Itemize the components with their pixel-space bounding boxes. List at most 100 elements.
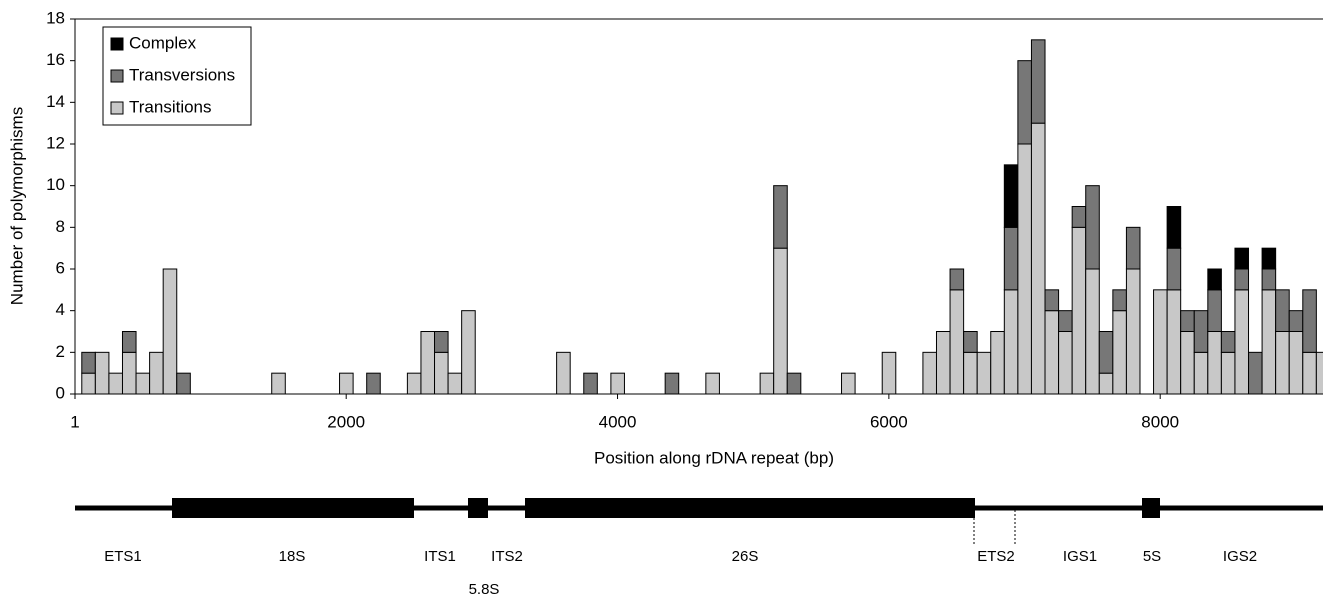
bar-segment: [1003, 226, 1019, 291]
bar-segment: [773, 247, 788, 395]
x-tick-label: 1: [70, 412, 79, 431]
region-label: 26S: [732, 548, 759, 565]
bar-segment: [1261, 289, 1277, 395]
y-tick-label: 0: [56, 383, 65, 402]
bar-segment: [1302, 289, 1317, 353]
bar-segment: [1207, 331, 1222, 395]
bar-segment: [935, 331, 951, 395]
bar-segment: [841, 372, 856, 395]
legend-label: Transversions: [129, 65, 235, 84]
bar-segment: [1166, 289, 1182, 395]
region-label: IGS2: [1223, 548, 1257, 565]
legend-label: Transitions: [129, 97, 212, 116]
bar-segment: [949, 289, 965, 395]
x-tick-label: 4000: [599, 412, 637, 431]
bar-segment: [1058, 310, 1073, 332]
region-label: 18S: [279, 548, 306, 565]
plot: [81, 39, 1323, 395]
legend-label: Complex: [129, 33, 197, 52]
bar-segment: [759, 372, 775, 395]
bar-segment: [149, 351, 164, 395]
region-label: 5S: [1143, 548, 1161, 565]
bar-segment: [434, 331, 449, 353]
bar-segment: [1275, 331, 1290, 395]
bar-segment: [121, 351, 137, 395]
bar-segment: [786, 372, 802, 395]
bar-segment: [1003, 164, 1019, 228]
bar-segment: [773, 185, 788, 249]
bar-segment: [1180, 310, 1195, 332]
bar-segment: [420, 331, 436, 395]
legend-swatch: [110, 101, 124, 115]
bar-segment: [1030, 39, 1046, 124]
bar-segment: [990, 331, 1005, 395]
legend-swatch: [110, 37, 124, 51]
bar-segment: [1098, 331, 1114, 374]
region-label: ETS1: [104, 548, 142, 565]
bar-segment: [1058, 331, 1073, 395]
bar-segment: [881, 351, 897, 395]
bar-segment: [1153, 289, 1168, 395]
bar-segment: [406, 372, 422, 395]
region-label: ITS1: [424, 548, 456, 565]
bar-segment: [1112, 310, 1127, 395]
bar-segment: [1288, 310, 1304, 332]
legend-box: [102, 26, 252, 126]
region-box: [1142, 498, 1160, 518]
region-box: [468, 498, 488, 518]
bar-segment: [108, 372, 123, 395]
bar-segment: [1275, 289, 1290, 333]
region-label: ITS2: [491, 548, 523, 565]
region-label: 5.8S: [469, 581, 500, 596]
gene-map: [75, 498, 1323, 545]
bar-segment: [1098, 372, 1114, 395]
bar-segment: [447, 372, 463, 395]
bar-segment: [1302, 351, 1317, 395]
bar-segment: [1017, 60, 1032, 145]
bar-segment: [1017, 143, 1032, 395]
bar-segment: [1030, 122, 1046, 395]
region-label: ETS2: [977, 548, 1015, 565]
y-axis-title: Number of polymorphisms: [7, 107, 26, 305]
y-tick-label: 6: [56, 258, 65, 277]
y-tick-label: 2: [56, 342, 65, 361]
region-label: IGS1: [1063, 548, 1097, 565]
bar-segment: [610, 372, 625, 395]
legend: Complex Transversions Transitions: [102, 26, 252, 126]
bar-segment: [1220, 351, 1236, 395]
bar-segment: [1207, 289, 1222, 333]
bar-segment: [461, 310, 476, 395]
y-tick-label: 8: [56, 217, 65, 236]
bar-segment: [963, 351, 978, 395]
bar-segment: [271, 372, 286, 395]
bar-segment: [366, 372, 381, 395]
bar-segment: [1112, 289, 1127, 312]
x-tick-label: 2000: [327, 412, 365, 431]
x-axis-title: Position along rDNA repeat (bp): [594, 448, 834, 467]
bar-segment: [556, 351, 571, 395]
bar-segment: [583, 372, 598, 395]
region-box: [525, 498, 975, 518]
bar-segment: [1125, 268, 1141, 395]
bar-segment: [1071, 226, 1087, 395]
y-tick-label: 14: [46, 92, 65, 111]
bar-segment: [1234, 289, 1250, 395]
y-tick-label: 12: [46, 133, 65, 152]
bar-segment: [1166, 206, 1182, 249]
bar-segment: [1220, 331, 1236, 353]
bar-segment: [1288, 331, 1304, 395]
y-tick-label: 16: [46, 50, 65, 69]
bar-segment: [664, 372, 680, 395]
y-tick-label: 4: [56, 300, 65, 319]
bar-segment: [1085, 268, 1100, 395]
bar-segment: [162, 268, 178, 395]
bar-segment: [121, 331, 137, 353]
y-tick-label: 10: [46, 175, 65, 194]
bar-segment: [949, 268, 965, 291]
x-tick-label: 8000: [1141, 412, 1179, 431]
x-tick-label: 6000: [870, 412, 908, 431]
bar-segment: [1234, 247, 1250, 270]
bar-segment: [1166, 247, 1182, 291]
bar-segment: [1234, 268, 1250, 291]
